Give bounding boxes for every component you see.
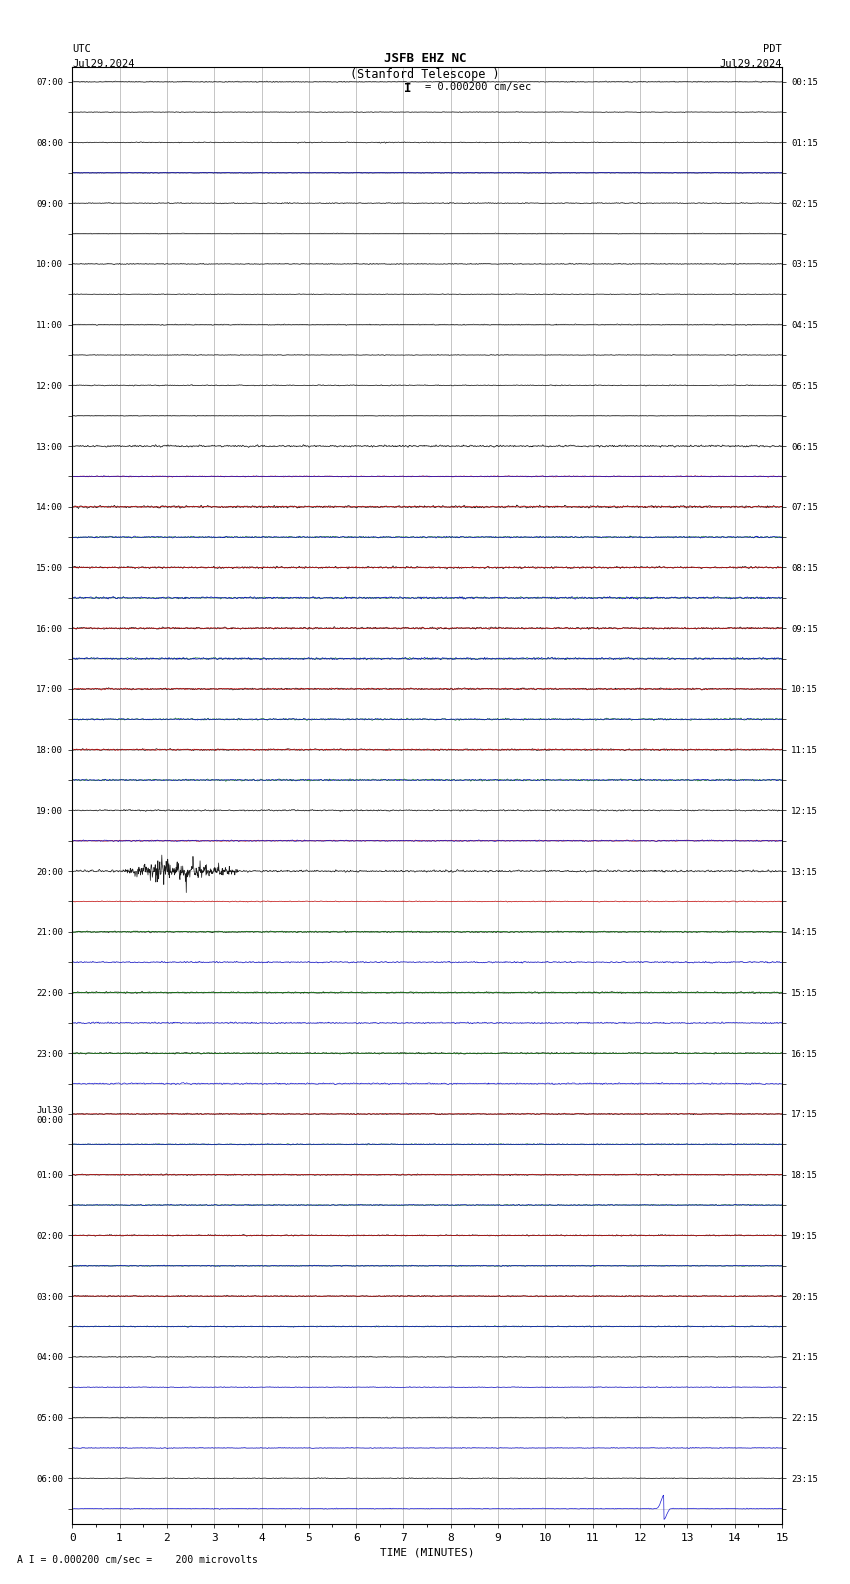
Text: JSFB EHZ NC: JSFB EHZ NC [383, 52, 467, 65]
Text: PDT: PDT [763, 44, 782, 54]
Text: = 0.000200 cm/sec: = 0.000200 cm/sec [425, 82, 531, 92]
Text: A I = 0.000200 cm/sec =    200 microvolts: A I = 0.000200 cm/sec = 200 microvolts [17, 1555, 258, 1565]
Text: I: I [405, 82, 411, 95]
Text: Jul29,2024: Jul29,2024 [719, 59, 782, 68]
Text: Jul29,2024: Jul29,2024 [72, 59, 135, 68]
Text: (Stanford Telescope ): (Stanford Telescope ) [350, 68, 500, 81]
X-axis label: TIME (MINUTES): TIME (MINUTES) [380, 1548, 474, 1557]
Text: UTC: UTC [72, 44, 91, 54]
